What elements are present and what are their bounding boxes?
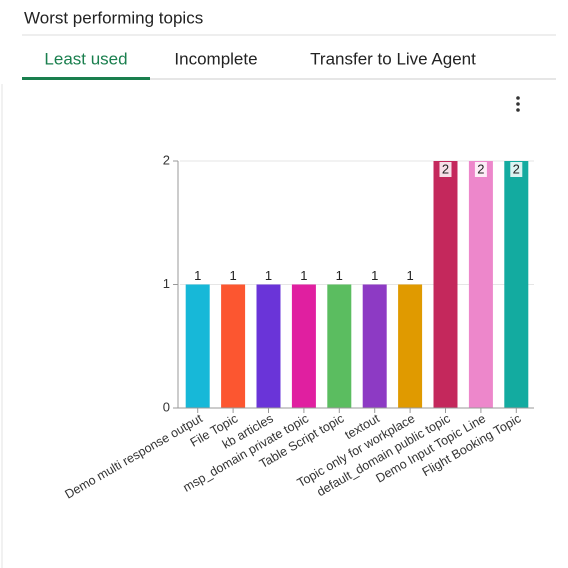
bar <box>327 284 352 408</box>
value-label-bg <box>439 162 452 177</box>
tab[interactable]: Least used <box>44 49 127 68</box>
value-label: 1 <box>336 268 343 283</box>
value-label-bg <box>510 162 523 177</box>
menu-dot <box>516 96 520 100</box>
value-label: 1 <box>406 268 413 283</box>
value-label: 1 <box>194 268 201 283</box>
value-label: 2 <box>513 161 520 176</box>
bar <box>221 284 246 408</box>
bar <box>185 284 210 408</box>
y-tick-label: 0 <box>163 399 170 414</box>
bar <box>398 284 423 408</box>
bar <box>433 161 458 408</box>
value-label: 1 <box>371 268 378 283</box>
value-label: 2 <box>477 161 484 176</box>
menu-dot <box>516 102 520 106</box>
active-tab-indicator <box>22 77 150 80</box>
y-tick-label: 2 <box>163 152 170 167</box>
bar <box>362 284 387 408</box>
bar <box>504 161 529 408</box>
bar <box>468 161 493 408</box>
panel-title: Worst performing topics <box>24 8 203 27</box>
bar <box>256 284 281 408</box>
menu-button[interactable] <box>516 96 520 112</box>
y-tick-label: 1 <box>163 276 170 291</box>
value-label: 1 <box>265 268 272 283</box>
value-label: 1 <box>300 268 307 283</box>
menu-dot <box>516 108 520 112</box>
tab[interactable]: Transfer to Live Agent <box>310 49 476 68</box>
value-label-bg <box>474 162 487 177</box>
value-label: 2 <box>442 161 449 176</box>
bar <box>291 284 316 408</box>
value-label: 1 <box>229 268 236 283</box>
tab[interactable]: Incomplete <box>174 49 257 68</box>
